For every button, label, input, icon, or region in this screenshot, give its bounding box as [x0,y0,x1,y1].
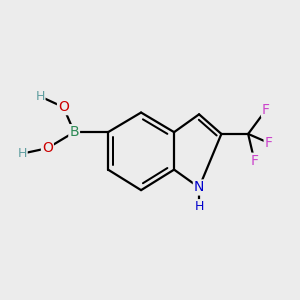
Text: F: F [265,136,273,150]
Text: H: H [194,200,204,213]
Text: F: F [250,154,258,168]
Text: F: F [262,103,270,117]
Text: H: H [18,147,27,160]
Text: O: O [58,100,69,114]
Text: N: N [194,181,204,194]
Text: O: O [42,141,53,155]
Text: B: B [69,125,79,139]
Text: H: H [36,90,45,103]
